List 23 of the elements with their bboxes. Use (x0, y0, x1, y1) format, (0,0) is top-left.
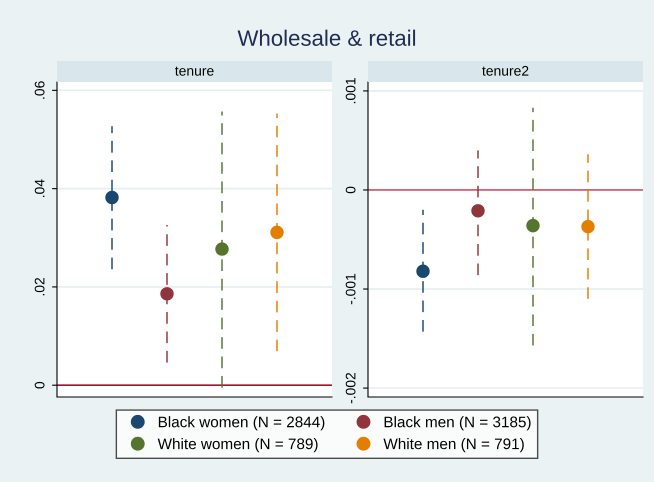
point (526, 218, 540, 232)
point (270, 226, 284, 240)
y-tick-label: .001 (346, 78, 356, 104)
chart-subtitle: tenure (175, 66, 214, 76)
y-tick-label: -.002 (346, 372, 356, 404)
chart-title: Wholesale & retail (238, 30, 416, 46)
point (416, 264, 430, 278)
y-tick-label: .02 (34, 278, 45, 296)
point (581, 220, 595, 234)
legend-label: Black men (N = 3185) (384, 416, 531, 430)
y-tick-label: .04 (34, 179, 45, 198)
point (105, 190, 119, 204)
chart-subtitle: tenure2 (482, 66, 528, 76)
y-tick-label: 0 (34, 382, 45, 389)
y-tick-label: 0 (346, 186, 356, 194)
legend-label: White women (N = 789) (158, 438, 318, 452)
y-tick-label: .06 (34, 81, 45, 99)
point (215, 242, 229, 256)
y-tick-label: -.001 (346, 274, 356, 304)
point (471, 204, 485, 218)
legend-label: White men (N = 791) (383, 438, 524, 452)
point (160, 287, 174, 301)
legend-label: Black women (N = 2844) (158, 416, 324, 430)
